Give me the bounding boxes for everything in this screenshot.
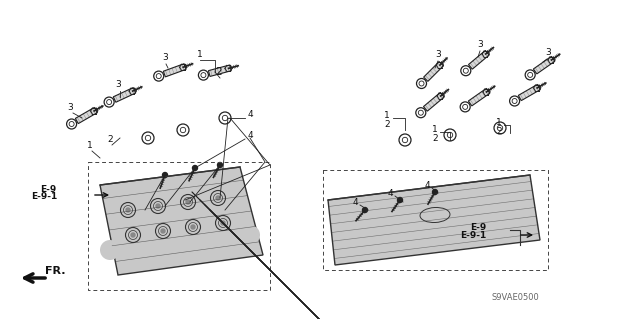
- Polygon shape: [424, 93, 444, 111]
- Text: 4: 4: [353, 198, 358, 207]
- Polygon shape: [468, 88, 490, 106]
- Circle shape: [156, 204, 160, 208]
- Polygon shape: [163, 64, 186, 77]
- Text: E-9-1: E-9-1: [31, 192, 57, 201]
- Text: 3: 3: [115, 80, 121, 89]
- Text: 1: 1: [496, 118, 502, 127]
- Circle shape: [191, 225, 195, 229]
- Text: E-9: E-9: [470, 223, 486, 232]
- Circle shape: [240, 225, 260, 245]
- Text: 3: 3: [435, 50, 441, 59]
- Circle shape: [126, 208, 130, 212]
- Text: 3: 3: [477, 40, 483, 49]
- Polygon shape: [424, 62, 444, 81]
- Text: 1: 1: [432, 125, 438, 134]
- Text: 2: 2: [433, 134, 438, 143]
- Text: S9VAE0500: S9VAE0500: [492, 293, 540, 302]
- Text: 1: 1: [87, 141, 93, 150]
- Text: 4: 4: [247, 110, 253, 119]
- Text: 4: 4: [424, 181, 430, 190]
- Text: FR.: FR.: [45, 266, 65, 276]
- Text: 4: 4: [247, 131, 253, 140]
- Circle shape: [362, 207, 367, 212]
- Circle shape: [193, 166, 198, 170]
- Text: 2: 2: [215, 67, 221, 77]
- Circle shape: [100, 240, 120, 260]
- Circle shape: [218, 162, 223, 167]
- Polygon shape: [209, 65, 231, 77]
- Text: 3: 3: [545, 48, 551, 57]
- Text: 2: 2: [497, 127, 502, 136]
- Polygon shape: [328, 175, 540, 265]
- Text: 4: 4: [387, 189, 393, 198]
- Text: 1: 1: [197, 50, 203, 59]
- Polygon shape: [113, 87, 136, 102]
- Text: 2: 2: [385, 120, 390, 129]
- Text: 3: 3: [162, 53, 168, 62]
- Text: E-9-1: E-9-1: [460, 231, 486, 240]
- Text: 3: 3: [67, 103, 73, 112]
- Circle shape: [433, 189, 438, 195]
- Text: 1: 1: [384, 111, 390, 120]
- Circle shape: [161, 229, 165, 233]
- Text: E-9: E-9: [40, 185, 56, 194]
- Circle shape: [397, 197, 403, 203]
- Polygon shape: [468, 50, 489, 69]
- Polygon shape: [100, 167, 263, 275]
- Circle shape: [131, 233, 135, 237]
- Polygon shape: [518, 85, 540, 100]
- Circle shape: [216, 196, 220, 200]
- Polygon shape: [76, 108, 97, 123]
- Circle shape: [163, 173, 168, 177]
- Polygon shape: [533, 56, 555, 74]
- Text: 2: 2: [107, 135, 113, 144]
- Circle shape: [221, 221, 225, 225]
- Circle shape: [186, 200, 190, 204]
